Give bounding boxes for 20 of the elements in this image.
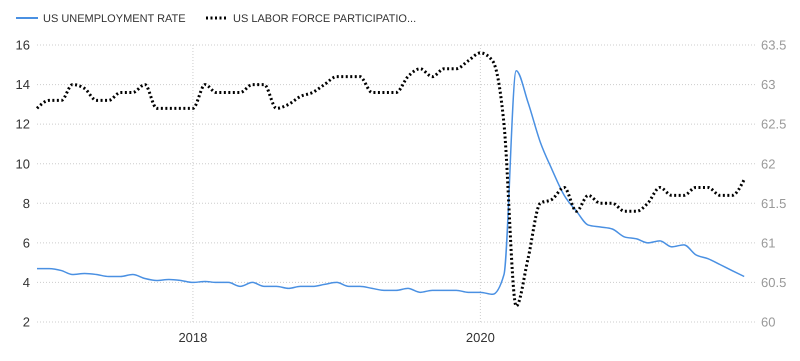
- y-tick-label: 8: [22, 196, 30, 211]
- y-tick-label: 16: [16, 38, 30, 53]
- y2-tick-label: 60.5: [761, 274, 786, 290]
- y-tick-label: 6: [22, 235, 30, 250]
- y-tick-label: 12: [16, 116, 30, 132]
- y-tick-label: 10: [16, 156, 30, 172]
- y2-tick-label: 63.5: [761, 38, 786, 53]
- x-tick-label: 2018: [178, 330, 208, 345]
- y-tick-label: 14: [16, 77, 30, 92]
- y2-tick-label: 63: [761, 77, 776, 92]
- y2-tick-label: 60: [761, 314, 776, 330]
- y2-tick-label: 61.5: [761, 196, 786, 211]
- y-tick-label: 2: [22, 314, 30, 330]
- y2-tick-label: 61: [761, 235, 776, 250]
- x-tick-label: 2020: [466, 330, 495, 345]
- y2-tick-label: 62: [761, 156, 776, 172]
- legend-label: US LABOR FORCE PARTICIPATIO...: [233, 12, 416, 25]
- y-tick-label: 4: [22, 274, 30, 290]
- y2-tick-label: 62.5: [761, 116, 786, 132]
- legend-label: US UNEMPLOYMENT RATE: [43, 12, 186, 25]
